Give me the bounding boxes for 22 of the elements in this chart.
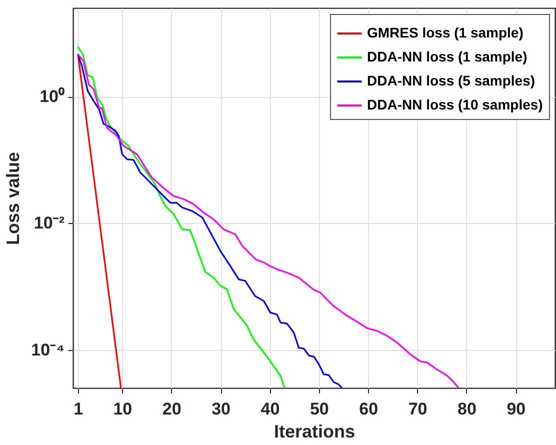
y-axis-title: Loss value [3,152,24,246]
y-tick-label: 10⁻² [34,214,65,233]
x-tick-label: 60 [359,400,378,418]
legend-label: GMRES loss (1 sample) [367,24,524,40]
line-series [77,46,286,388]
y-tick-label: 10⁰ [40,87,64,106]
x-tick-label: 50 [310,400,329,418]
x-axis-title: Iterations [274,422,356,442]
x-tick-label: 70 [408,400,428,418]
x-tick-label: 1 [74,400,84,418]
legend-label: DDA-NN loss (10 samples) [367,96,543,112]
legend-label: DDA-NN loss (1 sample) [367,48,528,64]
x-tick-label: 20 [162,400,182,418]
x-tick-label: 10 [113,400,132,418]
x-tick-label: 80 [458,400,476,418]
y-tick-label: 10⁻⁴ [31,340,64,360]
line-series [77,53,460,388]
line-series [77,53,343,388]
legend-label: DDA-NN loss (5 samples) [367,72,536,88]
x-tick-label: 40 [260,400,280,418]
x-tick-label: 90 [506,400,526,418]
x-tick-label: 30 [212,400,231,418]
